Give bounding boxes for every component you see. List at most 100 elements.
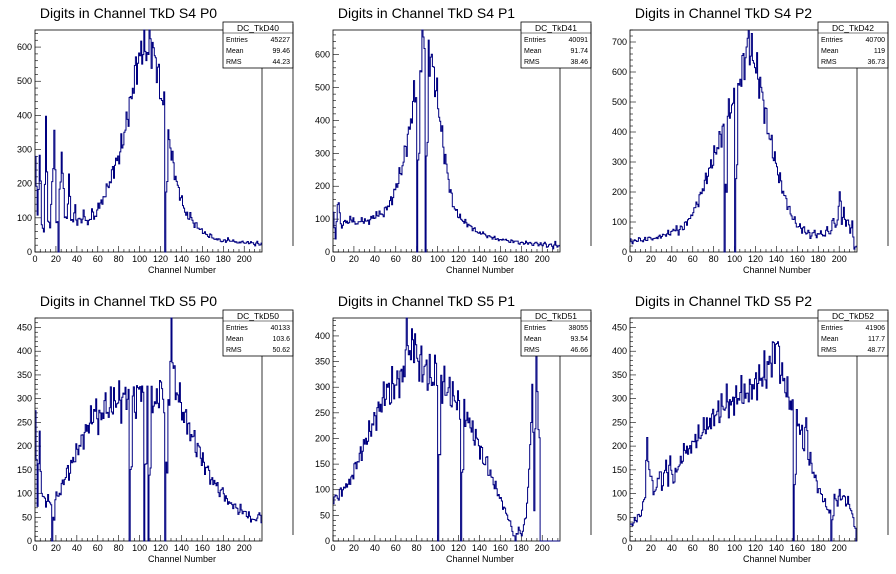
- panel-title: Digits in Channel TkD S4 P0: [40, 5, 217, 21]
- y-tick-label: 500: [17, 76, 32, 86]
- x-tick-label: 40: [370, 543, 380, 553]
- panel-title: Digits in Channel TkD S5 P0: [40, 293, 217, 309]
- x-tick-label: 160: [493, 543, 508, 553]
- x-tick-label: 60: [93, 543, 103, 553]
- x-tick-label: 20: [646, 254, 656, 264]
- x-tick-label: 180: [216, 543, 231, 553]
- histogram-panel: Digits in Channel TkD S5 P1 0 20 40 60 80 100 1…: [315, 293, 592, 564]
- stats-box: [817, 309, 889, 357]
- x-tick-label: 120: [153, 254, 168, 264]
- stats-value: 99.46: [272, 48, 290, 55]
- histogram-line: [630, 341, 857, 542]
- histogram-panel: Digits in Channel TkD S4 P2 0 20 40 60 80 100 1…: [612, 5, 889, 275]
- y-tick-label: 100: [315, 214, 330, 224]
- y-tick-label: 0: [325, 247, 330, 257]
- y-tick-label: 600: [315, 50, 330, 60]
- y-tick-label: 250: [315, 408, 330, 418]
- x-tick-label: 80: [412, 254, 422, 264]
- x-tick-label: 20: [51, 543, 61, 553]
- y-tick-label: 50: [617, 512, 627, 522]
- x-tick-label: 180: [514, 254, 529, 264]
- x-tick-label: 0: [627, 254, 632, 264]
- y-tick-label: 200: [612, 441, 627, 451]
- y-tick-label: 400: [17, 110, 32, 120]
- stats-name: DC_TkD42: [832, 23, 874, 33]
- x-axis-label: Channel Number: [743, 554, 811, 564]
- stats-value: 40700: [866, 37, 886, 44]
- stats-label: Mean: [226, 48, 244, 55]
- y-tick-label: 150: [612, 465, 627, 475]
- x-axis-label: Channel Number: [148, 554, 216, 564]
- y-tick-label: 250: [17, 417, 32, 427]
- x-tick-label: 160: [195, 254, 210, 264]
- stats-label: Entries: [226, 37, 248, 44]
- x-tick-label: 120: [153, 543, 168, 553]
- stats-label: Mean: [524, 48, 542, 55]
- stats-label: Entries: [226, 325, 248, 332]
- x-tick-label: 200: [237, 254, 252, 264]
- x-tick-label: 160: [790, 543, 805, 553]
- panel-title: Digits in Channel TkD S4 P1: [338, 5, 515, 21]
- x-tick-label: 100: [727, 543, 742, 553]
- x-tick-label: 180: [514, 543, 529, 553]
- x-axis-label: Channel Number: [148, 265, 216, 275]
- y-tick-label: 500: [612, 97, 627, 107]
- stats-box: [222, 309, 294, 357]
- x-axis-label: Channel Number: [446, 265, 514, 275]
- stats-value: 119: [874, 48, 885, 55]
- x-tick-label: 20: [349, 254, 359, 264]
- x-tick-label: 160: [195, 543, 210, 553]
- plot-frame: [332, 317, 561, 542]
- stats-label: Mean: [524, 336, 542, 343]
- x-tick-label: 200: [535, 543, 550, 553]
- x-tick-label: 0: [330, 543, 335, 553]
- y-tick-label: 450: [612, 322, 627, 332]
- y-tick-label: 250: [612, 417, 627, 427]
- x-tick-label: 200: [535, 254, 550, 264]
- stats-label: Entries: [524, 37, 546, 44]
- histogram-panel: Digits in Channel TkD S5 P2 0 20 40 60 80 100 1…: [612, 293, 889, 564]
- y-tick-label: 150: [17, 465, 32, 475]
- x-tick-label: 0: [32, 543, 37, 553]
- stats-value: 117.7: [868, 336, 885, 343]
- y-tick-label: 50: [22, 512, 32, 522]
- x-tick-label: 60: [688, 254, 698, 264]
- panel-title: Digits in Channel TkD S5 P2: [635, 293, 812, 309]
- x-tick-label: 140: [769, 254, 784, 264]
- stats-value: 44.23: [272, 59, 290, 66]
- x-tick-label: 100: [132, 543, 147, 553]
- y-tick-label: 350: [612, 370, 627, 380]
- stats-label: RMS: [226, 347, 242, 354]
- histogram-panel: Digits in Channel TkD S4 P1 0 20 40 60 80 100 1…: [315, 5, 592, 275]
- stats-value: 93.54: [570, 336, 588, 343]
- histogram-panel: Digits in Channel TkD S5 P0 0 20 40 60 80 100 1…: [17, 293, 294, 564]
- x-tick-label: 60: [391, 543, 401, 553]
- stats-value: 103.6: [272, 336, 290, 343]
- y-tick-label: 600: [17, 42, 32, 52]
- x-tick-label: 120: [748, 254, 763, 264]
- x-tick-label: 60: [391, 254, 401, 264]
- y-tick-label: 400: [315, 331, 330, 341]
- stats-value: 36.73: [867, 59, 885, 66]
- x-tick-label: 160: [790, 254, 805, 264]
- x-tick-label: 60: [93, 254, 103, 264]
- x-tick-label: 100: [430, 543, 445, 553]
- stats-label: Mean: [821, 48, 839, 55]
- y-tick-label: 0: [27, 247, 32, 257]
- stats-name: DC_TkD50: [237, 311, 279, 321]
- stats-label: RMS: [226, 59, 242, 66]
- stats-value: 91.74: [570, 48, 588, 55]
- stats-box: [817, 21, 889, 69]
- x-tick-label: 200: [832, 254, 847, 264]
- stats-value: 50.62: [272, 347, 290, 354]
- y-tick-label: 200: [17, 179, 32, 189]
- y-tick-label: 400: [17, 346, 32, 356]
- x-tick-label: 80: [114, 254, 124, 264]
- histogram-line: [35, 317, 262, 542]
- x-tick-label: 200: [832, 543, 847, 553]
- stats-label: Mean: [226, 336, 244, 343]
- histogram-line: [35, 29, 262, 253]
- y-tick-label: 200: [612, 187, 627, 197]
- stats-name: DC_TkD51: [535, 311, 577, 321]
- x-tick-label: 180: [216, 254, 231, 264]
